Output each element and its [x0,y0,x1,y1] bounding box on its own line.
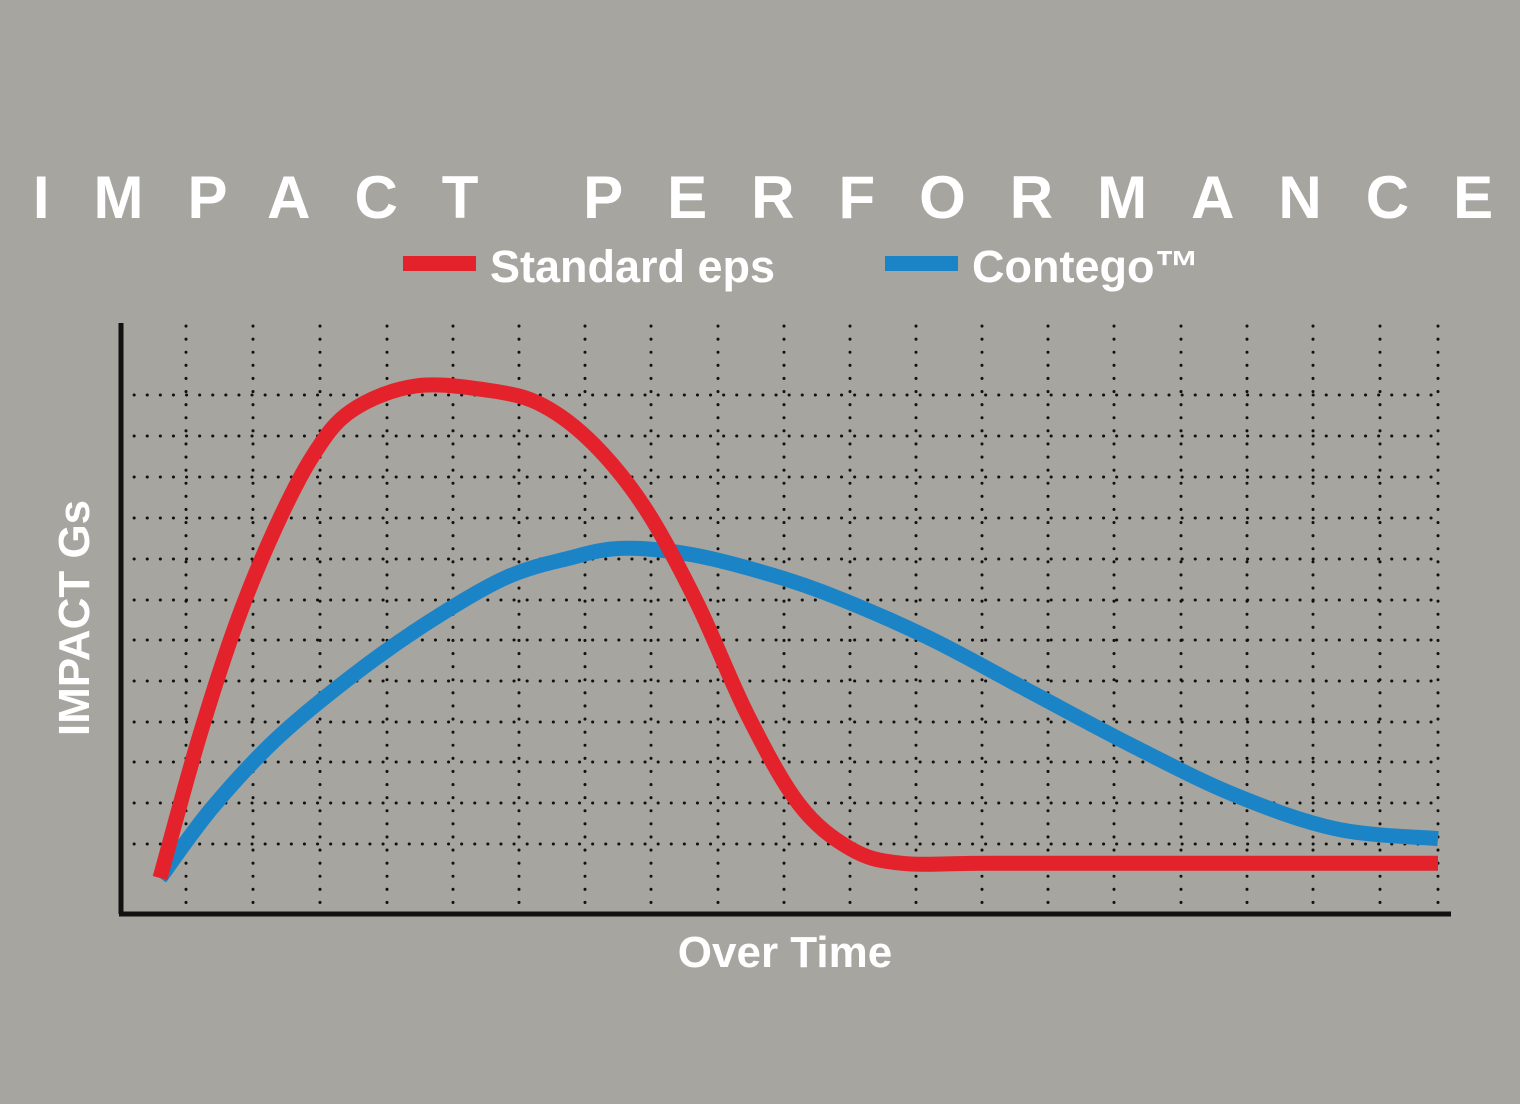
legend-label-contego: Contego™ [972,241,1199,292]
legend: Standard eps Contego™ [403,241,1199,292]
legend-swatch-contego [885,256,958,271]
series-line-standard-eps [152,377,1438,881]
series-line-contego [153,540,1439,883]
series-lines [152,377,1439,883]
x-axis-label: Over Time [678,928,892,977]
legend-swatch-standard-eps [403,256,476,271]
legend-label-standard-eps: Standard eps [490,241,775,292]
chart-title: IMPACT PERFORMANCE [33,164,1520,231]
y-axis-label: IMPACT Gs [50,500,99,736]
dotted-grid [119,324,1442,916]
